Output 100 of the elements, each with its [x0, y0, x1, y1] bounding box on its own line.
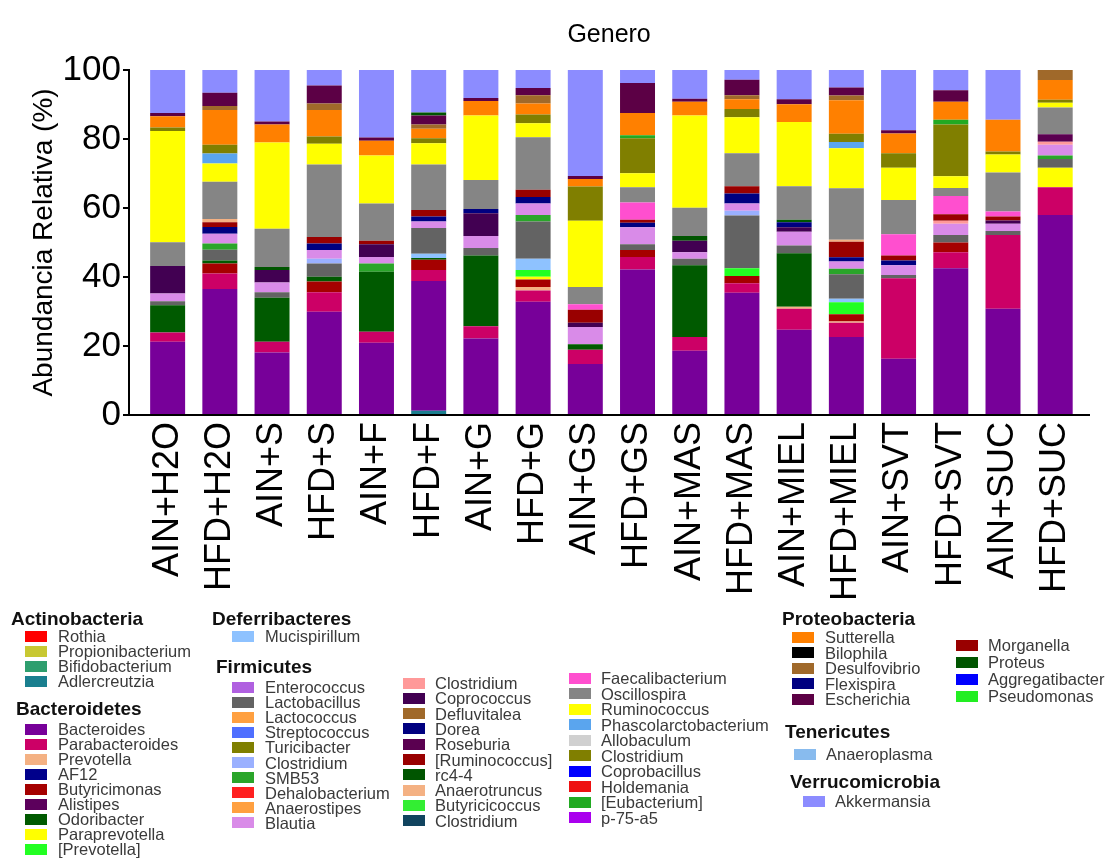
bar: [515, 70, 551, 88]
legend-label: Enterococcus: [265, 678, 365, 696]
bar: [1037, 144, 1073, 156]
x-tick-label: AIN+MIEL: [771, 421, 813, 588]
bar: [306, 250, 342, 259]
x-tick-label: HFD+MIEL: [823, 421, 865, 602]
bar: [828, 70, 864, 88]
text: Actinobacteria: [11, 608, 143, 630]
bar: [306, 136, 342, 144]
bar: [985, 154, 1021, 173]
bar: [933, 124, 969, 177]
bar: [828, 322, 864, 337]
x-tick-label: HFD+S: [301, 421, 343, 541]
bar: [672, 235, 708, 241]
bar: [985, 223, 1021, 232]
bar: [881, 234, 917, 256]
text: Bacteroidetes: [16, 698, 142, 720]
bar: [828, 142, 864, 149]
bar: [724, 215, 760, 269]
legend-label: Allobaculum: [601, 731, 691, 749]
bar: [724, 292, 760, 414]
bar: [515, 214, 551, 222]
x-tick-label: HFD+G: [510, 421, 552, 545]
bar: [411, 128, 447, 139]
bar: [672, 252, 708, 259]
bar: [306, 311, 342, 414]
x-tick-label: AIN+H2O: [144, 421, 186, 578]
y-axis-title: Abundancia Relativa (%): [26, 88, 58, 397]
bar: [202, 70, 238, 93]
legend-label: AF12: [58, 765, 98, 783]
legend-label: Dorea: [435, 719, 480, 738]
bar: [567, 186, 603, 221]
bar: [150, 70, 186, 114]
bar: [150, 332, 186, 342]
bar: [881, 278, 917, 359]
bar: [776, 245, 812, 254]
x-tick-label: AIN+SVT: [875, 421, 917, 574]
bar: [776, 253, 812, 307]
bar: [306, 236, 342, 244]
bar: [1037, 167, 1073, 188]
bar: [828, 188, 864, 240]
text: Verrucomicrobia: [790, 771, 940, 793]
bar: [567, 70, 603, 176]
bar: [724, 95, 760, 100]
bar: [933, 234, 969, 243]
bar: [306, 85, 342, 104]
bar: [776, 70, 812, 100]
bar: [202, 181, 238, 220]
bar: [567, 349, 603, 364]
bar: [933, 268, 969, 414]
bar: [150, 131, 186, 243]
bar: [776, 306, 812, 309]
bar: [567, 175, 603, 180]
bar: [724, 268, 760, 276]
bar: [358, 244, 394, 257]
bar: [150, 113, 186, 117]
bar: [724, 99, 760, 109]
bar: [1037, 70, 1073, 80]
bar: [724, 283, 760, 293]
bar: [411, 253, 447, 259]
bar: [515, 123, 551, 138]
bar: [515, 270, 551, 277]
bar: [620, 113, 656, 136]
bar: [515, 189, 551, 197]
bar: [724, 203, 760, 211]
bar: [672, 258, 708, 266]
bar: [515, 103, 551, 115]
bar: [620, 173, 656, 188]
bar: [881, 167, 917, 201]
bar: [515, 258, 551, 271]
bar: [776, 329, 812, 414]
bar: [202, 163, 238, 182]
bar: [306, 258, 342, 264]
bar: [306, 263, 342, 277]
bar: [254, 270, 290, 283]
legend-label: Proteus: [988, 653, 1045, 671]
bar: [724, 186, 760, 194]
bar: [567, 220, 603, 287]
bar: [202, 273, 238, 290]
bar: [828, 274, 864, 299]
bar: [985, 151, 1021, 155]
legend-label: Mucispirillum: [265, 627, 361, 645]
bar: [933, 70, 969, 91]
y-tick-label: 20: [82, 323, 121, 363]
bar: [515, 290, 551, 302]
bar: [463, 97, 499, 102]
bar: [150, 341, 186, 414]
bar: [358, 331, 394, 343]
bar: [150, 116, 186, 128]
bar: [933, 90, 969, 102]
text: Tenericutes: [785, 721, 891, 743]
bar: [776, 99, 812, 105]
bar: [672, 207, 708, 236]
bar: [985, 70, 1021, 120]
bar: [202, 233, 238, 244]
x-tick-label: HFD+MAS: [718, 421, 760, 595]
bar: [933, 242, 969, 253]
bar: [463, 115, 499, 181]
bar: [515, 301, 551, 414]
bar: [881, 260, 917, 266]
